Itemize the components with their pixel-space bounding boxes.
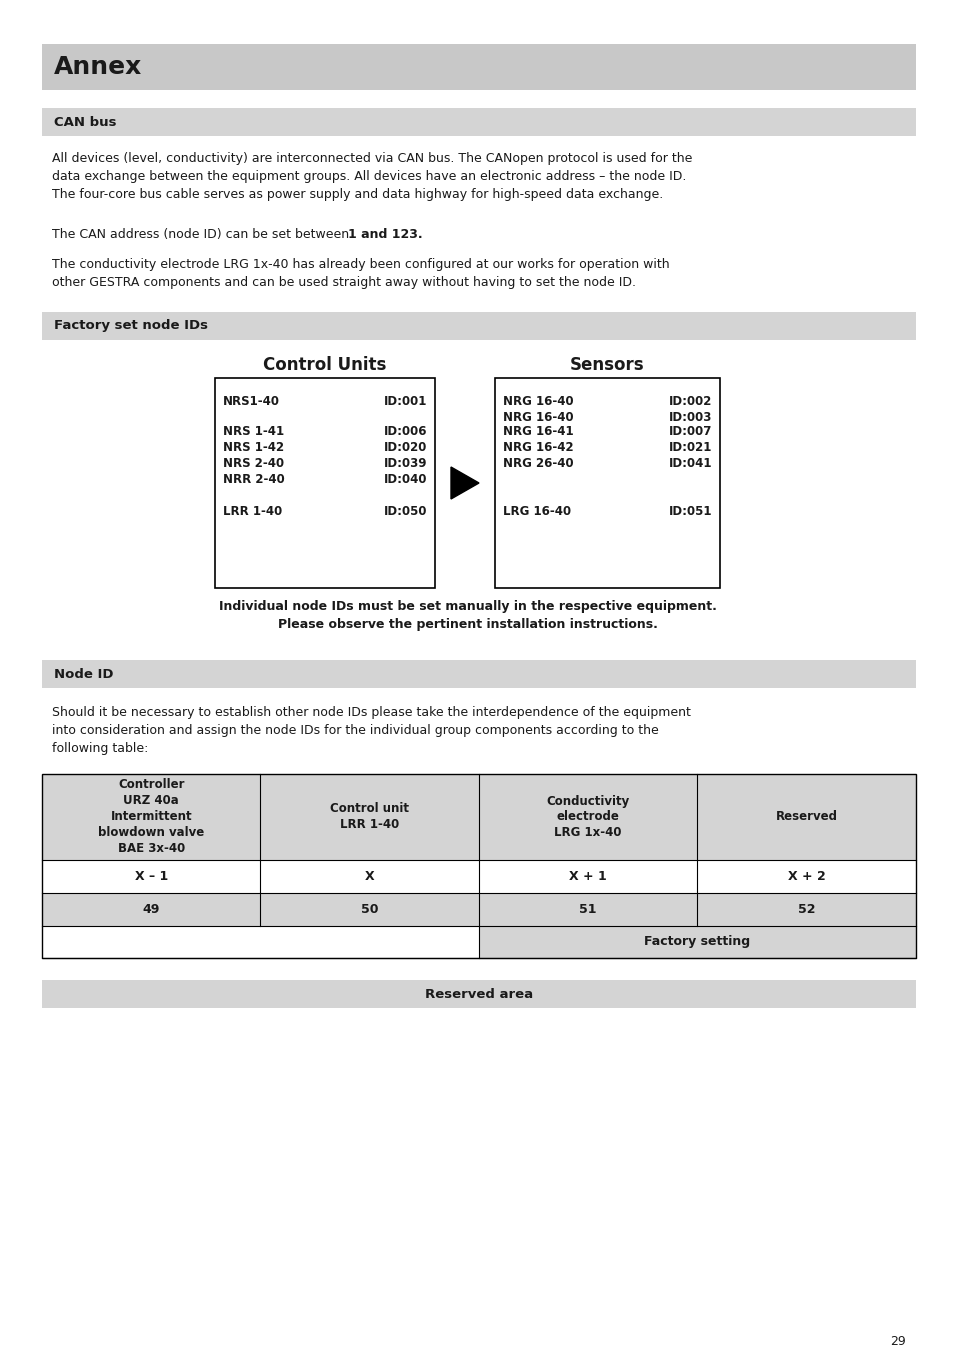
Text: ID:050: ID:050 <box>383 505 427 519</box>
Text: ID:040: ID:040 <box>383 473 427 486</box>
Text: NRS 2-40: NRS 2-40 <box>223 458 284 470</box>
Text: 50: 50 <box>360 903 378 917</box>
Text: Sensors: Sensors <box>570 356 644 374</box>
Text: 51: 51 <box>578 903 597 917</box>
Text: Controller
URZ 40a
Intermittent
blowdown valve
BAE 3x-40: Controller URZ 40a Intermittent blowdown… <box>98 779 204 856</box>
Text: Node ID: Node ID <box>54 668 113 681</box>
Bar <box>42 659 915 688</box>
Text: NRG 16-41: NRG 16-41 <box>502 425 573 437</box>
Bar <box>42 894 915 926</box>
Text: ID:001: ID:001 <box>383 395 427 408</box>
Text: NRG 16-40: NRG 16-40 <box>502 412 573 424</box>
Text: ID:007: ID:007 <box>668 425 711 437</box>
Text: Control unit
LRR 1-40: Control unit LRR 1-40 <box>330 803 409 831</box>
Text: NRS 1-41: NRS 1-41 <box>223 425 284 437</box>
Text: CAN bus: CAN bus <box>54 115 116 129</box>
Text: X – 1: X – 1 <box>134 871 168 883</box>
Text: 1 and 123.: 1 and 123. <box>348 227 422 241</box>
Text: The CAN address (node ID) can be set between: The CAN address (node ID) can be set bet… <box>52 227 353 241</box>
Text: Reserved: Reserved <box>775 811 837 823</box>
Bar <box>478 926 915 959</box>
Text: ID:003: ID:003 <box>668 412 711 424</box>
Text: 49: 49 <box>142 903 160 917</box>
Text: X: X <box>365 871 375 883</box>
Text: ID:002: ID:002 <box>668 395 711 408</box>
Text: ID:041: ID:041 <box>668 458 711 470</box>
Text: The conductivity electrode LRG 1x-40 has already been configured at our works fo: The conductivity electrode LRG 1x-40 has… <box>52 259 669 288</box>
Text: X + 2: X + 2 <box>787 871 824 883</box>
Text: NRS1-40: NRS1-40 <box>223 395 280 408</box>
Text: Annex: Annex <box>54 56 142 79</box>
Text: Reserved area: Reserved area <box>424 987 533 1001</box>
Text: ID:020: ID:020 <box>383 441 427 454</box>
Bar <box>42 43 915 89</box>
Bar <box>42 311 915 340</box>
Text: 29: 29 <box>889 1335 905 1349</box>
Text: Factory set node IDs: Factory set node IDs <box>54 320 208 333</box>
Text: NRG 16-40: NRG 16-40 <box>502 395 573 408</box>
Text: All devices (level, conductivity) are interconnected via CAN bus. The CANopen pr: All devices (level, conductivity) are in… <box>52 152 692 200</box>
Bar <box>42 860 915 894</box>
Bar <box>42 774 915 860</box>
Text: Conductivity
electrode
LRG 1x-40: Conductivity electrode LRG 1x-40 <box>546 795 629 839</box>
Text: LRR 1-40: LRR 1-40 <box>223 505 282 519</box>
Polygon shape <box>451 467 478 500</box>
Text: 52: 52 <box>797 903 815 917</box>
Text: Should it be necessary to establish other node IDs please take the interdependen: Should it be necessary to establish othe… <box>52 705 690 756</box>
Bar <box>214 378 435 588</box>
Text: LRG 16-40: LRG 16-40 <box>502 505 571 519</box>
Bar <box>42 108 915 135</box>
Text: ID:021: ID:021 <box>668 441 711 454</box>
Text: NRS 1-42: NRS 1-42 <box>223 441 284 454</box>
Bar <box>42 980 915 1007</box>
Text: Control Units: Control Units <box>263 356 386 374</box>
Text: ID:051: ID:051 <box>668 505 711 519</box>
Text: NRR 2-40: NRR 2-40 <box>223 473 284 486</box>
Text: NRG 26-40: NRG 26-40 <box>502 458 573 470</box>
Text: Factory setting: Factory setting <box>644 936 750 949</box>
Text: X + 1: X + 1 <box>569 871 606 883</box>
Text: NRG 16-42: NRG 16-42 <box>502 441 573 454</box>
Text: ID:039: ID:039 <box>383 458 427 470</box>
Bar <box>495 378 720 588</box>
Bar <box>42 774 915 959</box>
Text: ID:006: ID:006 <box>383 425 427 437</box>
Text: Individual node IDs must be set manually in the respective equipment.
Please obs: Individual node IDs must be set manually… <box>218 600 716 631</box>
